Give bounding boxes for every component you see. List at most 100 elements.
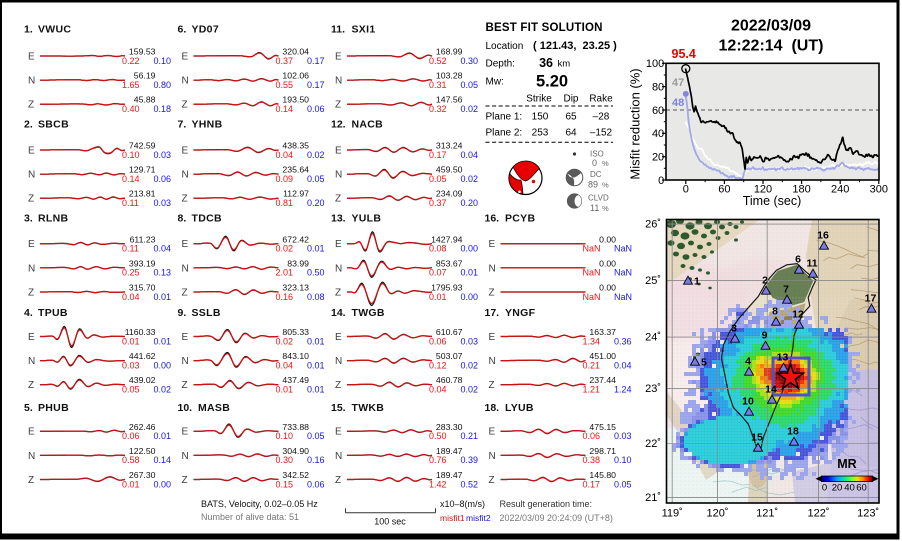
svg-text:Z: Z [182, 475, 188, 486]
svg-text:193.50: 193.50 [282, 95, 309, 105]
svg-text:213.81: 213.81 [129, 189, 156, 199]
svg-text:0.21: 0.21 [583, 360, 601, 370]
svg-text:805.33: 805.33 [282, 327, 309, 337]
svg-text:60: 60 [718, 184, 730, 196]
svg-text:10: 10 [742, 396, 754, 408]
svg-text:0.17: 0.17 [583, 479, 601, 489]
svg-text:E: E [182, 145, 189, 156]
svg-text:1.34: 1.34 [583, 336, 601, 346]
svg-text:13.: 13. [331, 213, 346, 225]
svg-text:Result generation time:: Result generation time: [500, 499, 593, 509]
svg-text:40: 40 [844, 483, 855, 494]
svg-text:0.06: 0.06 [583, 431, 601, 441]
svg-text:742.59: 742.59 [129, 141, 156, 151]
svg-text:PHUB: PHUB [38, 402, 69, 414]
svg-text:0.22: 0.22 [122, 56, 140, 66]
svg-text:2022/03/09 20:24:09 (UT+8): 2022/03/09 20:24:09 (UT+8) [500, 513, 613, 523]
svg-text:0: 0 [822, 483, 827, 494]
svg-text:0.06: 0.06 [429, 336, 447, 346]
svg-text:0.14: 0.14 [122, 174, 140, 184]
svg-text:234.09: 234.09 [436, 189, 463, 199]
svg-text:843.10: 843.10 [282, 351, 309, 361]
svg-text:%: % [602, 159, 609, 168]
svg-text:E: E [489, 427, 496, 438]
svg-text:1160.33: 1160.33 [125, 327, 156, 337]
svg-text:0.02: 0.02 [461, 104, 479, 114]
svg-text:Strike: Strike [526, 94, 552, 105]
svg-text:0.03: 0.03 [461, 336, 479, 346]
svg-text:2.: 2. [24, 119, 33, 131]
svg-text:0.32: 0.32 [429, 104, 447, 114]
svg-text:E: E [28, 427, 35, 438]
svg-text:YHNB: YHNB [192, 119, 223, 131]
svg-text:0.05: 0.05 [614, 479, 632, 489]
svg-text:23˚: 23˚ [645, 383, 661, 395]
svg-text:0.76: 0.76 [429, 455, 447, 465]
svg-text:5.20: 5.20 [536, 73, 568, 91]
svg-text:0.04: 0.04 [429, 385, 447, 395]
svg-text:E: E [28, 145, 35, 156]
svg-text:Rake: Rake [589, 94, 613, 105]
svg-text:0.17: 0.17 [429, 150, 447, 160]
svg-text:460.78: 460.78 [436, 375, 463, 385]
svg-text:0.14: 0.14 [276, 104, 294, 114]
svg-text:1.65: 1.65 [122, 80, 140, 90]
svg-text:0.01: 0.01 [307, 336, 325, 346]
svg-text:0.06: 0.06 [307, 479, 325, 489]
svg-text:4: 4 [745, 356, 751, 368]
svg-text:0.16: 0.16 [307, 455, 325, 465]
svg-text:89: 89 [588, 180, 598, 190]
svg-text:0.17: 0.17 [307, 80, 325, 90]
svg-text:VWUC: VWUC [38, 23, 71, 35]
svg-text:0.00: 0.00 [461, 292, 479, 302]
svg-text:0.06: 0.06 [307, 104, 325, 114]
svg-text:0.04: 0.04 [276, 150, 294, 160]
svg-text:95.4: 95.4 [672, 47, 696, 61]
svg-text:TDCB: TDCB [192, 213, 222, 225]
svg-text:5.: 5. [24, 402, 33, 414]
svg-text:N: N [182, 451, 189, 462]
svg-text:E: E [28, 332, 35, 343]
svg-text:45.88: 45.88 [134, 95, 156, 105]
svg-text:0.11: 0.11 [122, 198, 139, 208]
svg-text:6.: 6. [178, 23, 187, 35]
svg-text:0.06: 0.06 [122, 431, 140, 441]
svg-text:451.00: 451.00 [589, 351, 616, 361]
svg-text:18.: 18. [485, 402, 500, 414]
svg-text:14.: 14. [331, 307, 346, 319]
svg-text:Z: Z [335, 194, 341, 205]
svg-text:Z: Z [182, 100, 188, 111]
svg-text:0.01: 0.01 [276, 385, 294, 395]
svg-text:0.02: 0.02 [461, 360, 479, 370]
svg-text:E: E [489, 239, 496, 250]
svg-text:100 sec: 100 sec [374, 517, 406, 527]
svg-text:0.01: 0.01 [122, 336, 140, 346]
svg-text:26˚: 26˚ [645, 219, 661, 231]
svg-text:TPUB: TPUB [38, 307, 68, 319]
svg-text:0.02: 0.02 [276, 244, 294, 254]
svg-text:%: % [602, 204, 609, 213]
svg-text:83.99: 83.99 [287, 258, 309, 268]
svg-text:misfit2: misfit2 [466, 513, 491, 523]
svg-text:298.71: 298.71 [589, 446, 616, 456]
svg-text:NaN: NaN [583, 268, 601, 278]
svg-text:0.58: 0.58 [122, 455, 140, 465]
svg-text:283.30: 283.30 [436, 422, 463, 432]
svg-text:0.14: 0.14 [154, 455, 172, 465]
svg-text:733.88: 733.88 [282, 422, 309, 432]
svg-text:0.06: 0.06 [154, 174, 172, 184]
svg-text:( 121.43, 23.25 ): ( 121.43, 23.25 ) [533, 40, 617, 52]
svg-text:0.01: 0.01 [429, 292, 447, 302]
svg-text:475.15: 475.15 [589, 422, 616, 432]
svg-text:168.99: 168.99 [436, 47, 463, 57]
svg-text:Z: Z [28, 100, 34, 111]
svg-text:N: N [28, 170, 35, 181]
svg-text:0.05: 0.05 [461, 80, 479, 90]
svg-text:36: 36 [539, 56, 553, 70]
svg-text:E: E [28, 51, 35, 62]
svg-text:km: km [558, 59, 571, 70]
svg-text:18: 18 [787, 426, 799, 438]
svg-text:189.47: 189.47 [436, 446, 463, 456]
svg-text:15: 15 [751, 432, 763, 444]
svg-text:MR: MR [837, 457, 856, 471]
